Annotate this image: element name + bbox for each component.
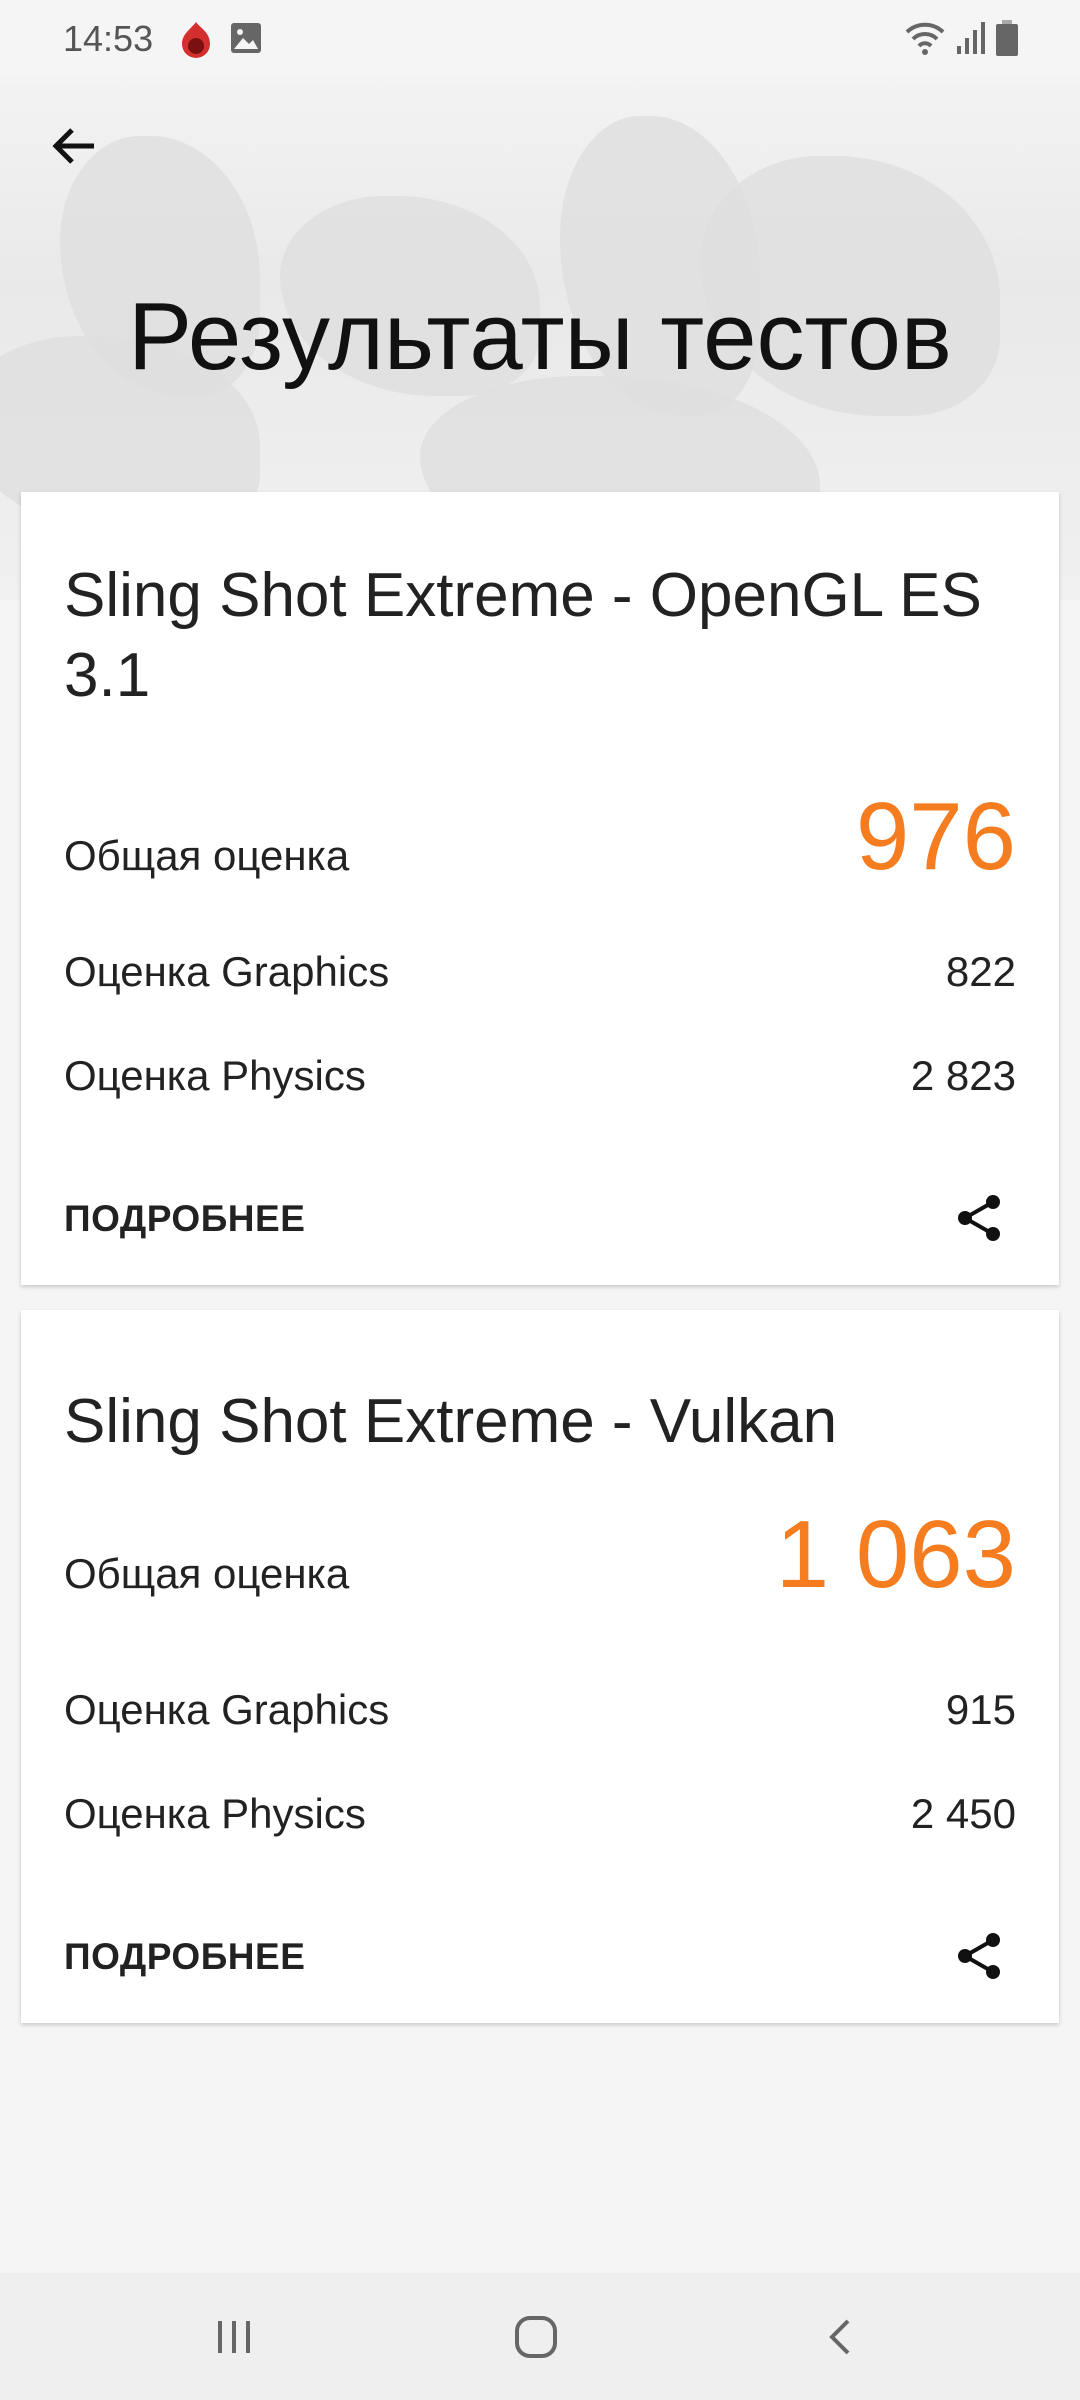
page-title: Результаты тестов	[128, 283, 952, 390]
antutu-icon	[182, 22, 210, 58]
home-icon[interactable]	[514, 2315, 558, 2359]
battery-icon	[996, 20, 1018, 56]
share-icon[interactable]	[951, 1928, 1007, 1984]
result-card-opengl: Sling Shot Extreme - OpenGL ES 3.1 Общая…	[21, 492, 1059, 1285]
graphics-score: 915	[945, 1686, 1016, 1733]
total-label: Общая оценка	[64, 832, 350, 879]
signal-icon	[957, 22, 985, 54]
graphics-label: Оценка Graphics	[64, 948, 390, 995]
status-time: 14:53	[63, 18, 154, 59]
gallery-icon	[231, 23, 261, 53]
recents-icon[interactable]	[214, 2317, 254, 2357]
back-arrow-icon[interactable]	[48, 120, 100, 172]
details-button[interactable]: ПОДРОБНЕЕ	[64, 1198, 306, 1239]
total-label: Общая оценка	[64, 1550, 350, 1597]
physics-label: Оценка Physics	[64, 1790, 366, 1837]
test-title: Sling Shot Extreme - OpenGL ES 3.1	[64, 561, 982, 710]
navigation-bar	[0, 2273, 1080, 2400]
physics-score: 2 823	[910, 1052, 1016, 1099]
wifi-icon	[905, 22, 945, 55]
test-title: Sling Shot Extreme - Vulkan	[64, 1387, 838, 1456]
details-button[interactable]: ПОДРОБНЕЕ	[64, 1936, 306, 1977]
graphics-score: 822	[945, 948, 1016, 995]
total-score: 1 063	[775, 1501, 1016, 1608]
back-icon[interactable]	[824, 2317, 854, 2357]
result-card-vulkan: Sling Shot Extreme - Vulkan Общая оценка…	[21, 1310, 1059, 2023]
total-score: 976	[855, 783, 1016, 890]
graphics-label: Оценка Graphics	[64, 1686, 390, 1733]
status-bar: 14:53	[0, 0, 1080, 76]
physics-label: Оценка Physics	[64, 1052, 366, 1099]
physics-score: 2 450	[910, 1790, 1016, 1837]
share-icon[interactable]	[951, 1190, 1007, 1246]
